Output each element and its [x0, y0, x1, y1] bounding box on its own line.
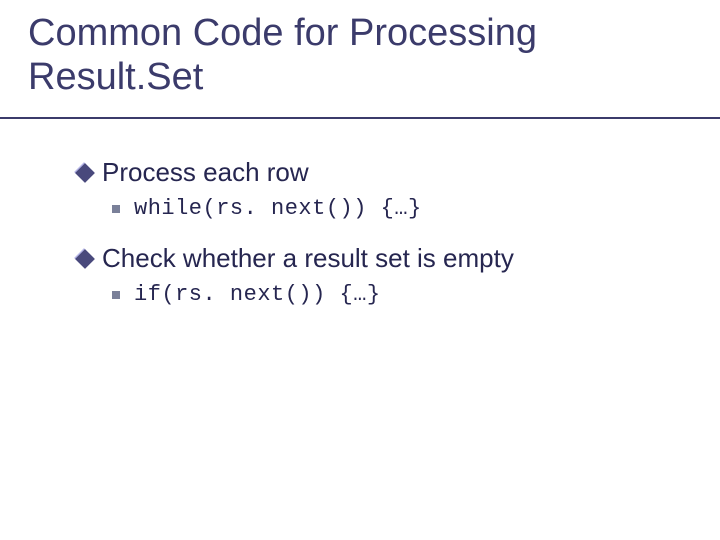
title-line-1: Common Code for Processing: [28, 12, 537, 54]
square-bullet-icon: [112, 291, 120, 299]
title-line-2: Result.Set: [28, 56, 203, 98]
slide: Common Code for Processing Result.Set Pr…: [0, 0, 720, 307]
square-bullet-icon: [112, 205, 120, 213]
sub-bullet-item: while(rs. next()) {…}: [112, 196, 692, 221]
bullet-text: Process each row: [102, 157, 309, 188]
slide-content: Process each row while(rs. next()) {…} C…: [28, 119, 692, 307]
code-text: if(rs. next()) {…}: [134, 282, 381, 307]
diamond-bullet-icon: [78, 166, 92, 180]
diamond-bullet-icon: [78, 252, 92, 266]
sub-bullet-item: if(rs. next()) {…}: [112, 282, 692, 307]
bullet-text: Check whether a result set is empty: [102, 243, 514, 274]
bullet-item: Process each row: [78, 157, 692, 188]
slide-title: Common Code for Processing Result.Set: [28, 12, 692, 99]
code-text: while(rs. next()) {…}: [134, 196, 422, 221]
bullet-item: Check whether a result set is empty: [78, 243, 692, 274]
